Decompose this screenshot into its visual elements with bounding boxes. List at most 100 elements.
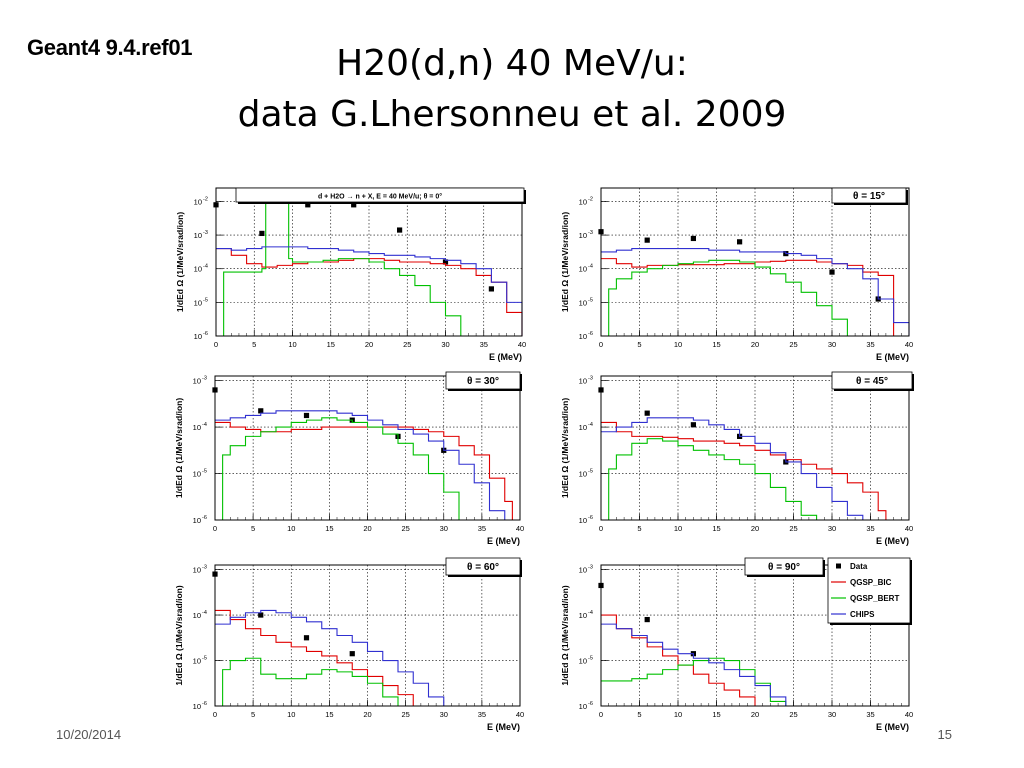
y-tick-exponent: -2 (588, 196, 593, 202)
y-tick-exponent: -5 (203, 297, 208, 303)
series-qgsp-bic-line (215, 421, 513, 520)
x-tick-label: 10 (674, 340, 682, 349)
series-chips-line (601, 247, 910, 336)
y-tick-base: 10 (194, 231, 202, 240)
y-tick-base: 10 (579, 298, 587, 307)
x-tick-label: 15 (325, 710, 333, 719)
x-tick-label: 0 (599, 340, 603, 349)
y-tick-exponent: -3 (203, 230, 208, 236)
y-tick-base: 10 (579, 516, 587, 525)
x-tick-label: 25 (401, 524, 409, 533)
series-qgsp-bert-line (601, 657, 787, 706)
data-point (303, 412, 310, 419)
y-tick-base: 10 (579, 470, 587, 479)
data-point (305, 202, 311, 208)
y-tick-exponent: -6 (203, 331, 208, 337)
x-tick-label: 20 (751, 524, 759, 533)
series-chips-line (216, 246, 523, 336)
x-tick-label: 30 (441, 340, 449, 349)
data-point (351, 202, 357, 208)
y-tick-exponent: -3 (202, 376, 207, 382)
series-qgsp-bic-line (216, 247, 523, 336)
x-tick-label: 35 (866, 710, 874, 719)
x-tick-label: 15 (712, 524, 720, 533)
y-tick-base: 10 (579, 566, 587, 575)
x-tick-label: 35 (478, 710, 486, 719)
x-tick-label: 0 (213, 524, 217, 533)
x-tick-label: 40 (905, 340, 913, 349)
y-tick-base: 10 (579, 332, 587, 341)
data-point (829, 269, 835, 275)
y-tick-exponent: -5 (202, 656, 207, 662)
series-chips-line (601, 623, 802, 707)
x-axis-label: E (MeV) (876, 536, 909, 546)
x-tick-label: 35 (866, 524, 874, 533)
x-tick-label: 30 (440, 710, 448, 719)
x-tick-label: 0 (599, 710, 603, 719)
title-box (831, 187, 907, 204)
title-box (831, 371, 913, 390)
x-tick-label: 35 (480, 340, 488, 349)
y-tick-base: 10 (193, 377, 201, 386)
data-point (644, 237, 650, 243)
y-tick-base: 10 (193, 566, 201, 575)
y-tick-exponent: -6 (588, 515, 593, 521)
series-chips-line (601, 417, 864, 520)
x-tick-label: 0 (599, 524, 603, 533)
data-point (258, 612, 264, 618)
y-tick-exponent: -3 (588, 376, 593, 382)
y-tick-base: 10 (579, 197, 587, 206)
y-tick-exponent: -3 (588, 565, 593, 571)
y-tick-base: 10 (193, 611, 201, 620)
x-tick-label: 25 (789, 710, 797, 719)
x-tick-label: 25 (789, 524, 797, 533)
x-tick-label: 25 (401, 710, 409, 719)
y-tick-base: 10 (194, 298, 202, 307)
y-axis-label: 1/dEd Ω (1/MeV/srad/ion) (560, 398, 570, 499)
x-tick-label: 20 (751, 340, 759, 349)
panel-title: θ = 30° (467, 376, 499, 387)
series-qgsp-bert-line (601, 438, 832, 521)
y-tick-base: 10 (194, 197, 202, 206)
x-tick-label: 25 (789, 340, 797, 349)
x-tick-label: 30 (828, 340, 836, 349)
y-tick-base: 10 (193, 657, 201, 666)
y-tick-exponent: -4 (588, 610, 593, 616)
y-tick-exponent: -3 (588, 230, 593, 236)
y-tick-base: 10 (194, 332, 202, 341)
data-point (442, 259, 449, 265)
x-tick-label: 35 (866, 340, 874, 349)
y-tick-base: 10 (579, 611, 587, 620)
x-tick-label: 5 (637, 340, 641, 349)
legend-data-marker (836, 563, 841, 569)
x-tick-label: 15 (712, 710, 720, 719)
data-point (397, 227, 403, 233)
x-tick-label: 10 (674, 524, 682, 533)
title-box (744, 557, 824, 576)
geant-version-tag: Geant4 9.4.ref01 (27, 35, 193, 60)
title-box (445, 557, 521, 576)
y-tick-exponent: -4 (588, 264, 593, 270)
legend-label: QGSP_BIC (850, 578, 892, 587)
y-tick-exponent: -5 (588, 656, 593, 662)
x-tick-label: 20 (363, 710, 371, 719)
y-axis-label: 1/dEd Ω (1/MeV/srad/ion) (174, 585, 184, 686)
y-tick-exponent: -4 (202, 422, 207, 428)
legend-label: CHIPS (850, 610, 875, 619)
x-tick-label: 20 (363, 524, 371, 533)
x-tick-label: 20 (365, 340, 373, 349)
x-tick-label: 15 (712, 340, 720, 349)
y-tick-exponent: -3 (202, 565, 207, 571)
title-line-2: data G.Lhersonneu et al. 2009 (237, 94, 787, 136)
legend: Data QGSP_BIC QGSP_BERT CHIPS (827, 557, 912, 625)
x-tick-label: 10 (288, 340, 296, 349)
x-axis-label: E (MeV) (487, 722, 520, 732)
plot-frame (214, 564, 521, 707)
y-axis-label: 1/dEd Ω (1/MeV/srad/ion) (560, 212, 570, 313)
data-point (303, 635, 310, 641)
plot-frame (600, 187, 910, 337)
